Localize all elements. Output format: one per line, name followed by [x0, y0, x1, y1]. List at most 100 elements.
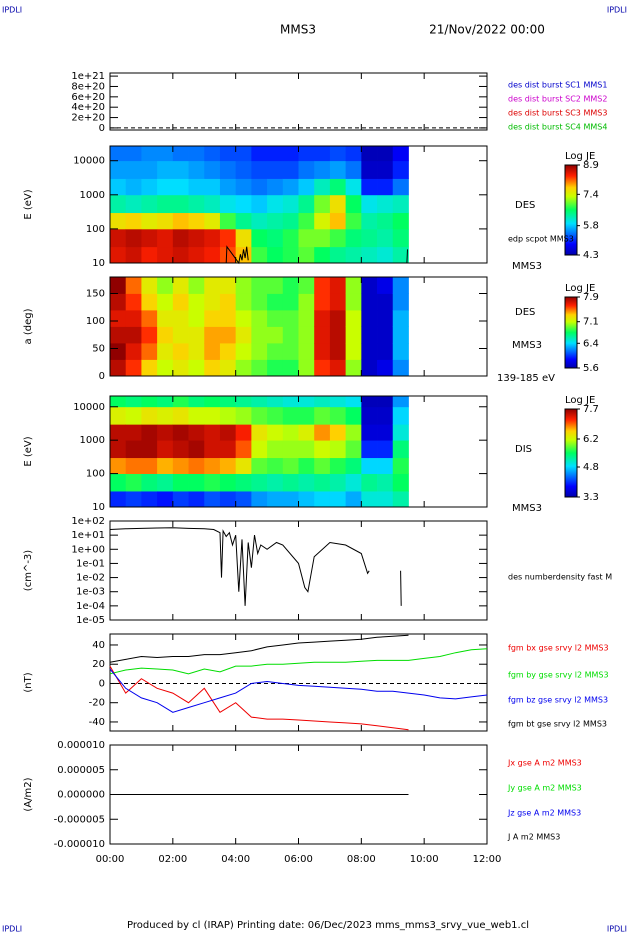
- legend-label: des dist burst SC1 MMS1: [508, 81, 607, 90]
- spectrogram-cell: [377, 491, 394, 508]
- spectrogram-cell: [314, 424, 331, 441]
- spectrogram-cell: [172, 160, 189, 179]
- spectrogram-cell: [110, 424, 127, 441]
- y-tick-label: 1e-04: [76, 601, 105, 612]
- legend-label: fgm bt gse srvy l2 MMS3: [508, 720, 607, 729]
- spectrogram-cell: [235, 277, 252, 294]
- spectrogram-cell: [157, 396, 174, 408]
- spectrogram-cell: [282, 343, 299, 360]
- spectrogram-cell: [282, 146, 299, 162]
- colorbar-label: Log JE: [565, 395, 595, 406]
- spectrogram-cell: [172, 310, 189, 327]
- spectrogram-cell: [125, 473, 142, 492]
- legend-label: Jy gse A m2 MMS3: [507, 784, 582, 793]
- legend-label: des dist burst SC2 MMS2: [508, 95, 607, 104]
- spectrogram-cell: [361, 491, 378, 508]
- spectrogram-cell: [329, 491, 347, 508]
- spectrogram-cell: [110, 178, 127, 196]
- spectrogram-cell: [251, 359, 268, 377]
- panel-frame: [109, 520, 488, 621]
- spectrogram-cell: [392, 440, 409, 459]
- panel-frame: [109, 72, 488, 131]
- spectrogram-cell: [172, 212, 189, 230]
- spectrogram-cell: [251, 212, 268, 230]
- spectrogram-cell: [377, 343, 394, 360]
- spectrogram-cell: [141, 424, 158, 441]
- colorbar-tick-label: 6.4: [583, 338, 599, 349]
- spectrogram-cell: [157, 473, 174, 492]
- spectrogram-cell: [267, 396, 284, 408]
- corner-label: IPDLI: [2, 925, 22, 934]
- y-tick-label: 0: [99, 678, 105, 689]
- legend-label: des numberdensity fast M: [508, 573, 612, 582]
- spectrogram-cell: [204, 326, 221, 344]
- spectrogram-cell: [361, 424, 378, 441]
- spectrogram-cell: [314, 359, 331, 377]
- spectrogram-cell: [204, 457, 221, 474]
- spectrogram-cell: [282, 293, 299, 311]
- spectrogram-cell: [141, 178, 158, 196]
- spectrogram-cell: [172, 228, 189, 248]
- spectrogram-cell: [329, 473, 347, 492]
- spectrogram-cell: [251, 228, 268, 248]
- spectrogram-cell: [235, 310, 252, 327]
- spectrogram-cell: [110, 212, 127, 230]
- spectrogram-cell: [298, 343, 315, 360]
- x-tick-label: 02:00: [158, 854, 187, 865]
- corner-label: IPDLI: [607, 925, 627, 934]
- spectrogram-cell: [141, 396, 158, 408]
- spectrogram-cell: [125, 359, 142, 377]
- spectrogram-cell: [298, 146, 315, 162]
- spectrogram-cell: [125, 228, 142, 248]
- spectrogram-cell: [282, 440, 299, 459]
- spectrogram-cell: [392, 326, 409, 344]
- spectrogram-cell: [141, 293, 158, 311]
- spectrogram-cell: [282, 326, 299, 344]
- spectrogram-cell: [204, 178, 221, 196]
- spectrogram-cell: [329, 277, 347, 294]
- side-label: 139-185 eV: [497, 373, 555, 384]
- y-tick-label: -0.000005: [54, 814, 105, 825]
- y-tick-label: 0.000010: [57, 740, 105, 751]
- spectrogram-cell: [361, 343, 378, 360]
- spectrogram-cell: [267, 424, 284, 441]
- spectrogram-cell: [392, 473, 409, 492]
- x-tick-label: 10:00: [410, 854, 439, 865]
- spectrogram-cell: [392, 424, 409, 441]
- spectrogram-cell: [345, 440, 362, 459]
- spectrogram-cell: [345, 228, 362, 248]
- colorbar: [564, 408, 578, 498]
- colorbar-tick-label: 5.6: [583, 363, 599, 374]
- spectrogram-cell: [188, 310, 205, 327]
- spectrogram-cell: [172, 293, 189, 311]
- spectrogram-cell: [361, 293, 378, 311]
- spectrogram-cell: [172, 491, 189, 508]
- footer: Produced by cl (IRAP) Printing date: 06/…: [127, 920, 529, 931]
- y-tick-label: 100: [86, 469, 105, 480]
- spectrogram-cell: [392, 359, 409, 377]
- spectrogram-cell: [125, 310, 142, 327]
- legend-label: Jx gse A m2 MMS3: [507, 759, 582, 768]
- spectrogram-cell: [392, 246, 409, 264]
- spectrogram-cell: [219, 212, 237, 230]
- spectrogram-cell: [392, 178, 409, 196]
- spectrogram-cell: [345, 491, 362, 508]
- spectrogram-cell: [314, 396, 331, 408]
- spectrogram-cell: [110, 473, 127, 492]
- y-tick-label: 10: [92, 258, 105, 269]
- spectrogram-cell: [251, 246, 268, 264]
- spectrogram-cell: [219, 359, 237, 377]
- y-tick-label: 0: [99, 123, 105, 134]
- spectrogram-cell: [235, 194, 252, 214]
- spectrogram-cell: [125, 277, 142, 294]
- spectrogram-cell: [219, 473, 237, 492]
- legend-label: J A m2 MMS3: [507, 833, 560, 842]
- spectrogram-cell: [125, 343, 142, 360]
- spectrogram-cell: [392, 310, 409, 327]
- spectrogram-cell: [267, 359, 284, 377]
- y-tick-label: 1e-05: [76, 615, 105, 626]
- y-axis-label: E (eV): [23, 189, 34, 219]
- spectrogram-cell: [267, 343, 284, 360]
- side-label: DIS: [515, 444, 532, 455]
- spectrogram-cell: [204, 396, 221, 408]
